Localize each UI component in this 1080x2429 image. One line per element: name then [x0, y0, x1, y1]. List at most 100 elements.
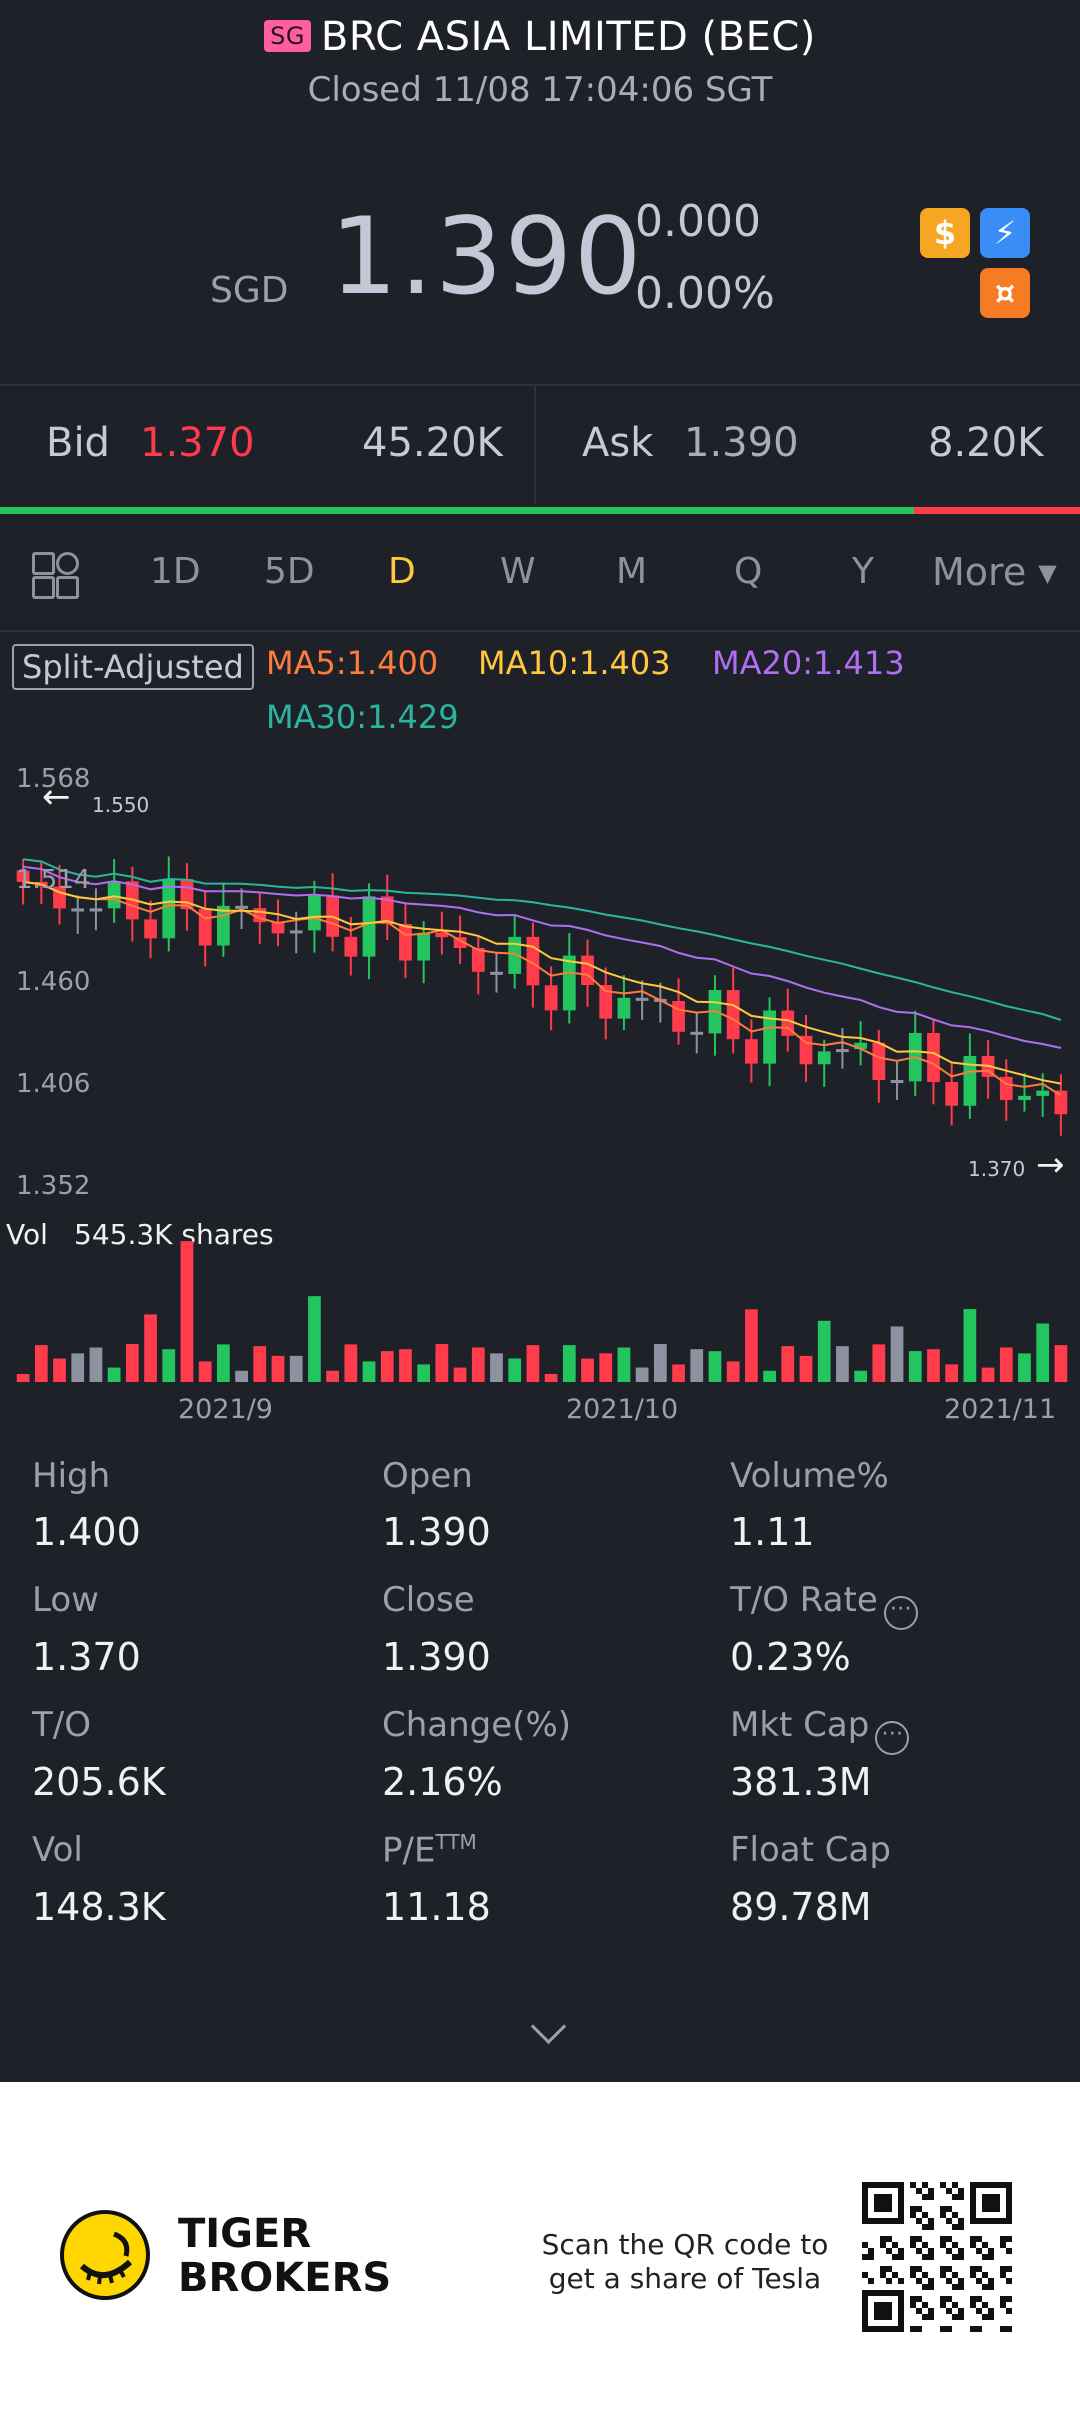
candle-body: [289, 930, 303, 934]
tab-d[interactable]: D: [388, 551, 416, 592]
qr-module: [916, 2218, 922, 2224]
tab-more[interactable]: More ▼: [932, 540, 1057, 605]
bid-label: Bid: [46, 420, 110, 466]
tab-m[interactable]: M: [616, 551, 648, 592]
candle-body: [562, 955, 576, 1011]
volume-bar: [326, 1370, 339, 1382]
candle-body: [490, 971, 503, 975]
last-price: 1.390: [330, 195, 644, 318]
qr-module: [916, 2206, 922, 2212]
candle-body: [1036, 1090, 1050, 1096]
qr-module: [922, 2194, 928, 2200]
info-icon[interactable]: ⋯: [875, 1721, 910, 1755]
candle-body: [581, 955, 594, 986]
qr-module: [922, 2272, 928, 2278]
qr-module: [916, 2296, 922, 2302]
qr-module: [976, 2278, 982, 2284]
coin-icon[interactable]: ¤: [980, 268, 1030, 318]
layout-grid-icon[interactable]: [32, 552, 79, 599]
candlestick-chart[interactable]: 1.568 1.514 1.460 1.406 1.352 ← 1.550 1.…: [0, 750, 1080, 1430]
stat-label: Vol: [32, 1830, 83, 1870]
qr-module: [946, 2296, 952, 2302]
volume-bar: [380, 1351, 394, 1382]
qr-module: [898, 2254, 904, 2260]
candle-body: [945, 1082, 959, 1106]
volume-bar: [617, 1347, 631, 1382]
candle-body: [380, 896, 394, 925]
volume-bar: [999, 1347, 1013, 1382]
volume-bar: [471, 1347, 485, 1382]
volume-bar: [71, 1353, 85, 1382]
split-adjusted-toggle[interactable]: Split-Adjusted: [12, 644, 254, 690]
candle-body: [435, 932, 449, 938]
bid-size: 45.20K: [362, 420, 503, 466]
tab-more-label: More: [932, 550, 1027, 594]
ma5-line: [22, 880, 1062, 1097]
volume-bar: [253, 1346, 267, 1382]
volume-bar: [198, 1361, 212, 1382]
info-icon[interactable]: ⋯: [883, 1596, 918, 1630]
stat-label: T/O Rate: [730, 1580, 878, 1620]
qr-module: [988, 2278, 994, 2284]
qr-module: [946, 2278, 952, 2284]
qr-module: [1006, 2248, 1012, 2254]
qr-module: [916, 2278, 922, 2284]
qr-module: [910, 2326, 916, 2332]
y-tick: 1.568: [16, 764, 90, 794]
qr-module: [1006, 2266, 1012, 2272]
stat-value: 1.370: [32, 1635, 141, 1679]
stat-value: 1.400: [32, 1510, 141, 1554]
stat-label: T/O: [32, 1705, 91, 1745]
volume-bar: [144, 1314, 157, 1382]
qr-module: [862, 2242, 868, 2248]
qr-module: [868, 2278, 874, 2284]
qr-module: [910, 2242, 916, 2248]
qr-module: [952, 2284, 958, 2290]
tab-q[interactable]: Q: [734, 551, 763, 592]
qr-module: [970, 2266, 976, 2272]
volume-bar: [653, 1344, 667, 1382]
volume-bar: [781, 1346, 795, 1382]
qr-module: [1000, 2272, 1006, 2278]
volume-bar: [125, 1344, 139, 1382]
stat-label: P/E: [382, 1830, 436, 1871]
qr-module: [922, 2224, 928, 2230]
stat-value: 1.390: [382, 1635, 491, 1679]
qr-module: [898, 2248, 904, 2254]
stat-value: 148.3K: [32, 1885, 166, 1929]
qr-module: [940, 2182, 946, 2188]
candle-body: [544, 985, 558, 1011]
price-change-pct: 0.00%: [635, 268, 775, 319]
price-change: 0.000: [635, 196, 761, 247]
lightning-icon[interactable]: ⚡: [980, 208, 1030, 258]
qr-module: [958, 2194, 964, 2200]
qr-module: [976, 2326, 982, 2332]
volume-value: 545.3K shares: [74, 1218, 274, 1251]
qr-module: [976, 2296, 982, 2302]
divider: [0, 384, 1080, 386]
qr-module: [928, 2218, 934, 2224]
stat-value: 205.6K: [32, 1760, 166, 1804]
volume-bar: [562, 1345, 576, 1382]
tab-y[interactable]: Y: [852, 551, 874, 592]
qr-module: [928, 2194, 934, 2200]
qr-module: [886, 2248, 892, 2254]
qr-module: [868, 2254, 874, 2260]
candle-body: [107, 881, 121, 909]
qr-finder: [874, 2194, 892, 2212]
qr-module: [958, 2254, 964, 2260]
stat-label: Volume%: [730, 1456, 889, 1496]
qr-module: [862, 2254, 868, 2260]
tab-5d[interactable]: 5D: [264, 551, 315, 592]
candle-body: [745, 1039, 758, 1064]
dollar-icon[interactable]: $: [920, 208, 970, 258]
qr-module: [922, 2314, 928, 2320]
stat-label-with-info: Mkt Cap ⋯: [730, 1705, 910, 1755]
qr-module: [976, 2308, 982, 2314]
qr-module: [922, 2242, 928, 2248]
qr-module: [916, 2326, 922, 2332]
tab-w[interactable]: W: [500, 551, 536, 592]
tab-1d[interactable]: 1D: [150, 551, 201, 592]
stat-label: Float Cap: [730, 1830, 891, 1870]
stat-value: 1.390: [382, 1510, 491, 1554]
